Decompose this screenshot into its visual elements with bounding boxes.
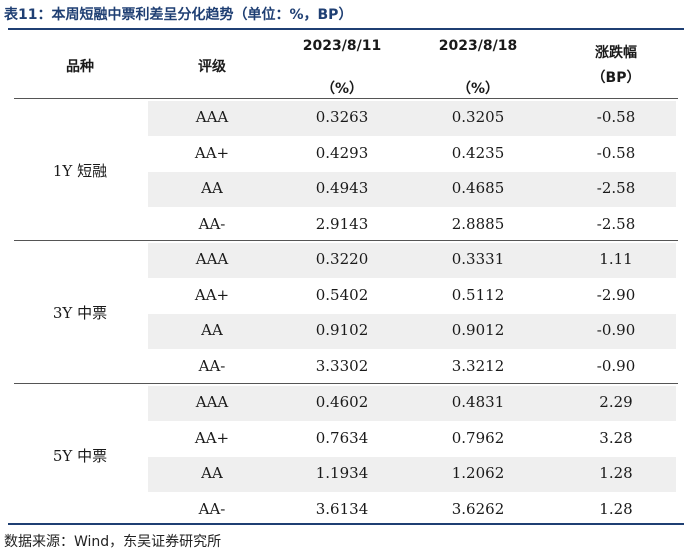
value-cell-date1: 1.1934 [315,464,369,482]
row-shade [148,101,676,136]
change-cell: -0.90 [596,321,636,339]
header-variety: 品种 [66,59,94,75]
rating-cell: AA- [198,499,226,518]
change-cell: 1.28 [599,464,633,482]
change-cell: -0.58 [596,108,636,126]
header-date1: 2023/8/11 [302,38,382,54]
value-cell-date1: 0.3263 [315,108,369,126]
header-rating: 评级 [198,59,226,75]
change-cell: 1.11 [599,250,633,268]
value-cell-date1: 0.4293 [315,143,369,162]
row-shade [148,457,676,492]
group-label: 3Y 中票 [52,304,108,322]
header-date2-unit: （%） [456,81,500,97]
change-cell: -2.58 [596,214,636,233]
group-label: 1Y 短融 [52,162,108,180]
header-change: 涨跌幅 [595,45,637,61]
change-cell: 3.28 [599,428,633,447]
bottom-rule [8,523,684,525]
rating-cell: AA- [198,214,226,233]
change-cell: -0.58 [596,143,636,162]
data-source: 数据来源：Wind，东吴证券研究所 [4,534,222,550]
value-cell-date1: 0.7634 [315,428,369,447]
group-label: 5Y 中票 [52,447,108,465]
rating-cell: AA+ [194,428,230,447]
group-separator [14,98,678,99]
rating-cell: AAA [195,393,229,411]
value-cell-date2: 0.4685 [451,179,505,197]
table-title: 表11：本周短融中票利差呈分化趋势（单位：%，BP） [4,7,353,23]
value-cell-date2: 0.9012 [451,321,505,339]
change-cell: -2.90 [596,285,636,304]
value-cell-date1: 3.6134 [315,499,369,518]
value-cell-date2: 0.5112 [451,285,505,304]
row-shade [148,243,676,278]
change-cell: -0.90 [596,356,636,375]
rating-cell: AAA [195,108,229,126]
value-cell-date2: 0.3331 [451,250,505,268]
value-cell-date1: 3.3302 [315,356,369,375]
value-cell-date1: 0.3220 [315,250,369,268]
rating-cell: AA- [198,356,226,375]
rating-cell: AA [201,464,223,482]
value-cell-date2: 0.3205 [451,108,505,126]
value-cell-date1: 0.4602 [315,393,369,411]
value-cell-date2: 0.4831 [451,393,505,411]
row-shade [148,386,676,421]
value-cell-date2: 2.8885 [451,214,505,233]
value-cell-date1: 2.9143 [315,214,369,233]
value-cell-date1: 0.9102 [315,321,369,339]
value-cell-date2: 3.3212 [451,356,505,375]
header-date1-unit: （%） [320,81,364,97]
header-date2: 2023/8/18 [438,38,518,54]
value-cell-date2: 0.7962 [451,428,505,447]
row-shade [148,314,676,349]
rating-cell: AA+ [194,285,230,304]
group-separator [14,240,678,241]
title-rule [8,28,684,30]
value-cell-date1: 0.4943 [315,179,369,197]
rating-cell: AA [201,179,223,197]
value-cell-date1: 0.5402 [315,285,369,304]
rating-cell: AA+ [194,143,230,162]
value-cell-date2: 3.6262 [451,499,505,518]
header-change-unit: （BP） [591,70,641,86]
value-cell-date2: 0.4235 [451,143,505,162]
change-cell: 1.28 [599,499,633,518]
group-separator [14,383,678,384]
row-shade [148,172,676,207]
rating-cell: AA [201,321,223,339]
value-cell-date2: 1.2062 [451,464,505,482]
rating-cell: AAA [195,250,229,268]
change-cell: -2.58 [596,179,636,197]
change-cell: 2.29 [599,393,633,411]
